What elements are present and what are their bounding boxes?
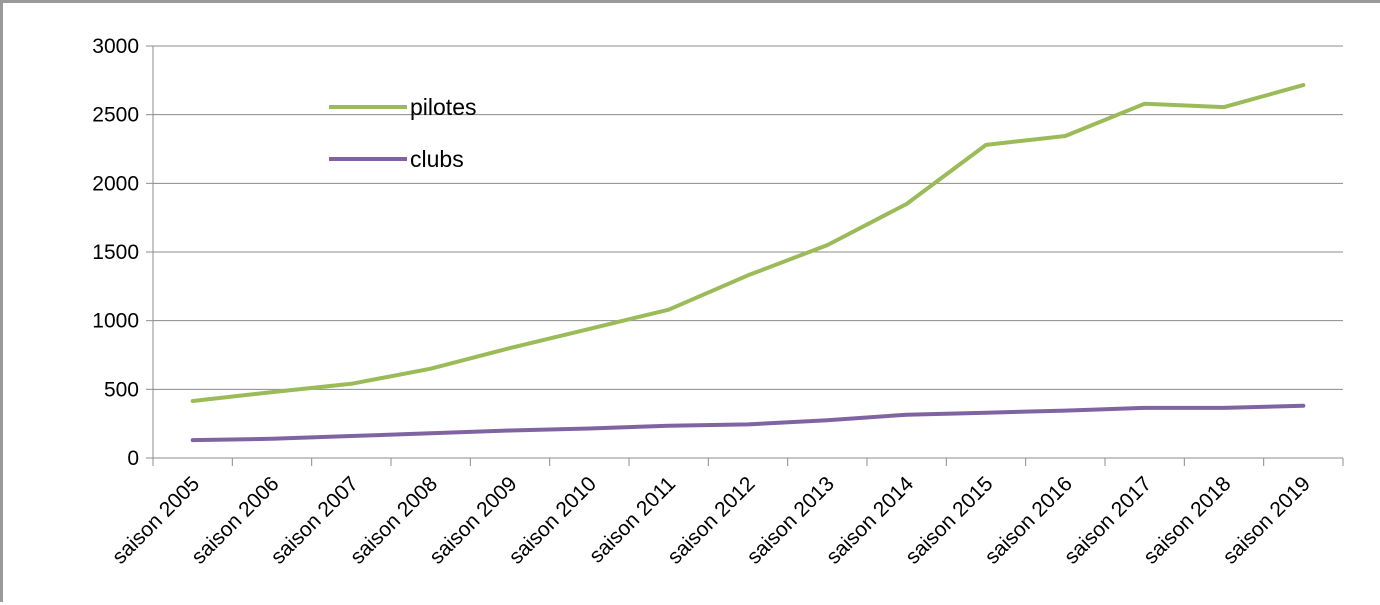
y-tick-label: 3000 xyxy=(92,35,139,58)
y-tick-label: 1500 xyxy=(92,241,139,264)
legend: pilotes clubs xyxy=(329,94,476,172)
gridlines xyxy=(153,46,1343,389)
y-tick-label: 0 xyxy=(127,447,139,470)
legend-label-clubs: clubs xyxy=(410,146,464,172)
series-line-clubs xyxy=(193,406,1304,440)
legend-label-pilotes: pilotes xyxy=(410,94,476,120)
series-line-pilotes xyxy=(193,85,1304,401)
y-tick-label: 2500 xyxy=(92,104,139,127)
y-tick-label: 1000 xyxy=(92,310,139,333)
y-axis-tick-labels: 0 500 1000 1500 2000 2500 3000 xyxy=(92,35,139,470)
y-tick-label: 500 xyxy=(104,378,139,401)
y-tick-label: 2000 xyxy=(92,172,139,195)
axes xyxy=(146,46,1343,466)
series-lines xyxy=(193,85,1304,440)
line-chart: 0 500 1000 1500 2000 2500 3000 saison 2005sais… xyxy=(3,3,1380,605)
